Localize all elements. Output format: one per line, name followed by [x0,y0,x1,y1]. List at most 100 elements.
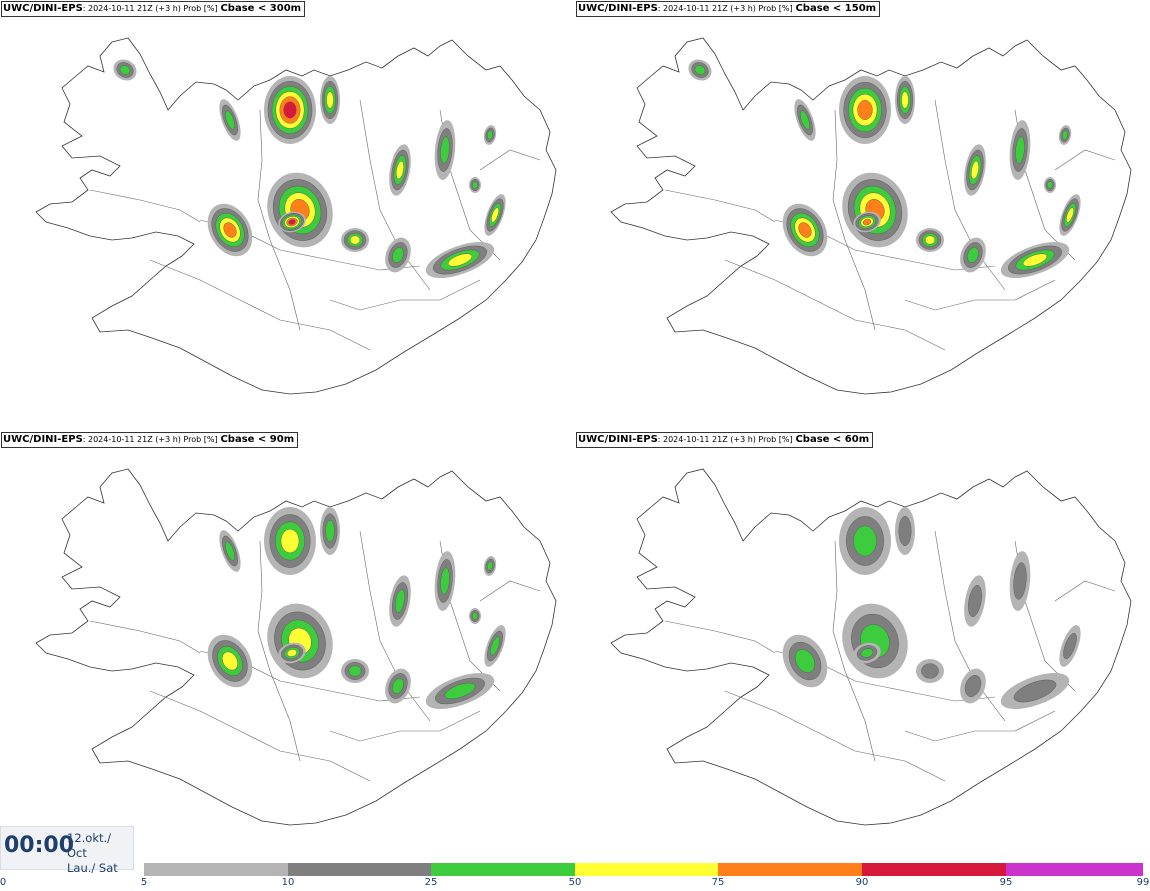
panel-source: UWC/DINI-EPS [578,3,658,14]
region-border [359,530,431,722]
panel-source: UWC/DINI-EPS [3,434,83,445]
region-border [479,580,541,602]
legend-swatch [575,863,718,876]
region-border [149,690,371,782]
probability-area [839,507,891,575]
valid-date: 12.okt./ Oct Lau./ Sat [67,831,133,876]
probability-area [320,76,340,124]
region-border [1054,580,1116,602]
legend-tick-label: 10 [281,877,295,888]
valid-date-line1: 12.okt./ Oct [67,831,112,860]
panel-source: UWC/DINI-EPS [578,434,658,445]
probability-area [1009,120,1031,180]
probability-area [484,194,506,236]
iceland-map [35,37,557,395]
probability-area [1058,125,1072,145]
probability-area [264,507,316,575]
valid-time: 00:00 [4,833,75,858]
legend-tick-label: 95 [999,877,1013,888]
region-border [664,620,776,654]
probability-area [916,228,944,252]
map-panel: UWC/DINI-EPS: 2024-10-11 21Z (+3 h) Prob… [0,431,575,861]
probability-area [425,672,495,710]
panel-title: UWC/DINI-EPS: 2024-10-11 21Z (+3 h) Prob… [1,432,299,448]
probability-area [425,241,495,279]
panel-run-info: : 2024-10-11 21Z (+3 h) Prob [%] [657,4,793,13]
panel-run-info: : 2024-10-11 21Z (+3 h) Prob [%] [657,435,793,444]
probability-area [1009,551,1031,611]
map-panel: UWC/DINI-EPS: 2024-10-11 21Z (+3 h) Prob… [0,0,575,430]
legend-swatch [862,863,1006,876]
probability-area [385,668,411,704]
probability-area [264,76,316,144]
region-border [934,530,1006,722]
panel-threshold: Cbase < 60m [795,434,870,445]
panel-threshold: Cbase < 150m [795,3,877,14]
probability-area [853,642,881,664]
region-border [832,540,876,762]
region-border [329,279,481,311]
probability-area [1044,177,1056,193]
panel-title: UWC/DINI-EPS: 2024-10-11 21Z (+3 h) Prob… [576,1,881,17]
probability-area [385,237,411,273]
probability-area [839,76,891,144]
region-border [329,710,481,742]
probability-area [320,507,340,555]
legend-swatch [1006,863,1143,876]
probability-area [916,659,944,683]
legend-tick-label: 50 [568,877,582,888]
probability-area [434,120,456,180]
region-border [724,259,946,351]
legend-swatch [144,863,288,876]
map-panel: UWC/DINI-EPS: 2024-10-11 21Z (+3 h) Prob… [575,0,1150,430]
probability-area [1059,625,1081,667]
legend-tick-label: 0 [0,877,7,888]
legend-swatch [288,863,431,876]
probability-area [964,575,986,627]
probability-area [853,211,881,233]
probability-area [469,608,481,624]
region-border [904,279,1056,311]
probability-area [1000,672,1070,710]
valid-date-line2: Lau./ Sat [67,861,118,875]
region-border [1054,149,1116,171]
probability-area [794,99,816,141]
probability-area [484,625,506,667]
legend-tick-label: 75 [711,877,725,888]
region-border [257,109,301,331]
iceland-map [610,37,1132,395]
region-border [664,189,776,223]
probability-area [782,203,828,257]
legend-tick-label: 25 [424,877,438,888]
region-border [359,99,431,291]
probability-area [1059,194,1081,236]
probability-area [782,634,828,688]
region-border [934,99,1006,291]
probability-area [688,59,712,81]
map-panel: UWC/DINI-EPS: 2024-10-11 21Z (+3 h) Prob… [575,431,1150,861]
iceland-map [610,468,1132,826]
probability-area [895,76,915,124]
probability-area [389,144,411,196]
panel-threshold: Cbase < 300m [220,3,302,14]
probability-area [434,551,456,611]
probability-area [278,211,306,233]
region-border [724,690,946,782]
region-border [257,540,301,762]
panel-source: UWC/DINI-EPS [3,3,83,14]
region-border [149,259,371,351]
panel-run-info: : 2024-10-11 21Z (+3 h) Prob [%] [82,435,218,444]
probability-area [1000,241,1070,279]
legend-tick-label: 5 [140,877,148,888]
probability-area [207,203,253,257]
probability-area [960,668,986,704]
probability-area [219,99,241,141]
probability-area [483,556,497,576]
probability-area [469,177,481,193]
probability-area [389,575,411,627]
panel-threshold: Cbase < 90m [220,434,295,445]
region-border [832,109,876,331]
probability-area [960,237,986,273]
legend-colorbar [144,863,1150,876]
region-border [89,620,201,654]
